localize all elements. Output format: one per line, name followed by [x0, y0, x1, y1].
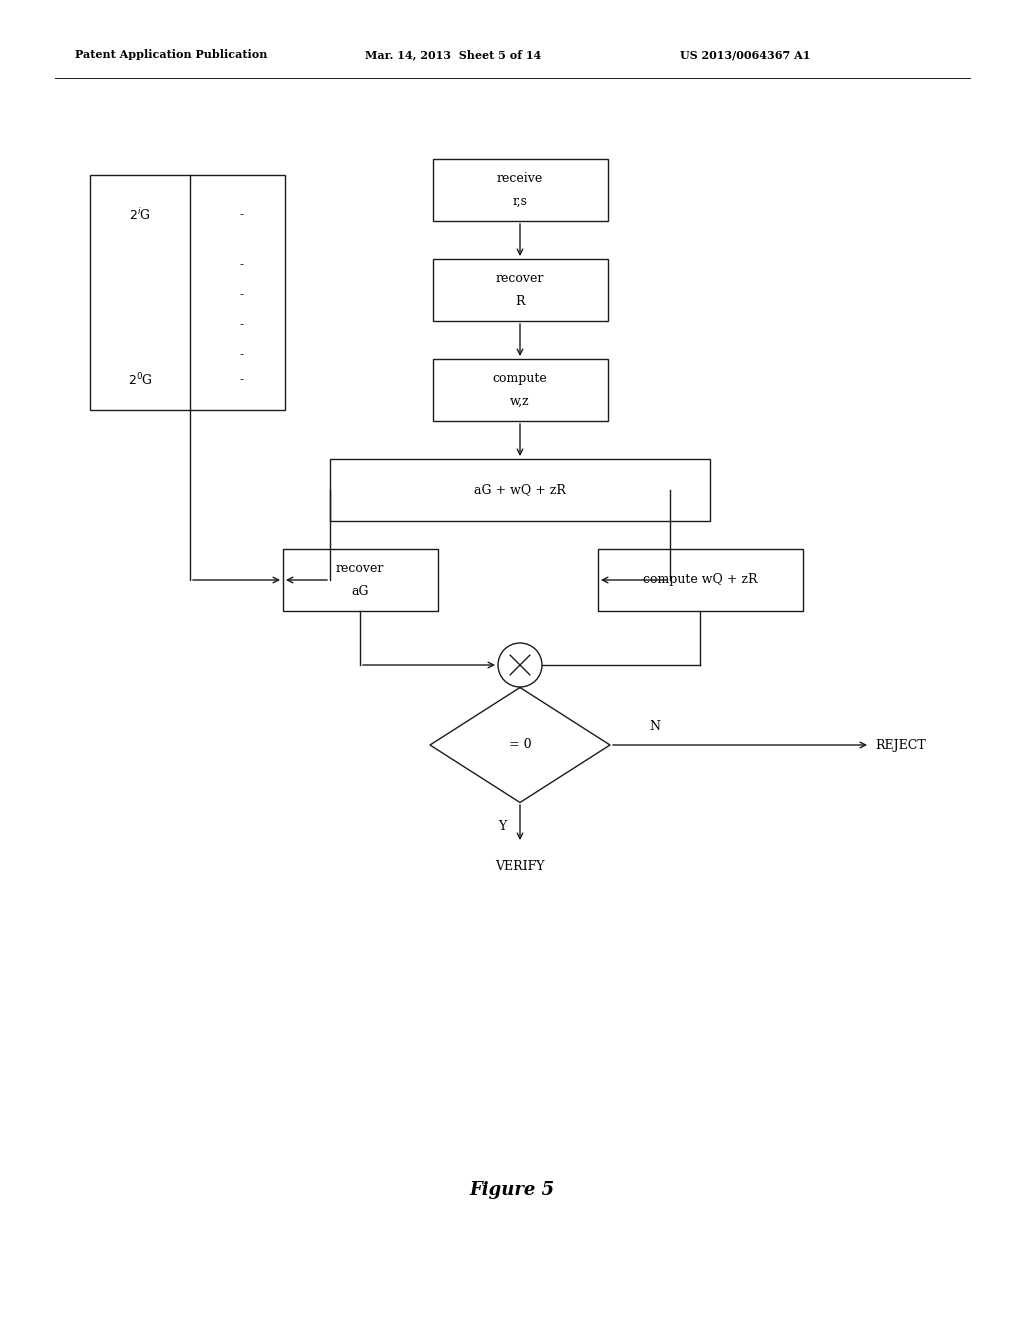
Bar: [432, 259, 607, 321]
Text: Y: Y: [498, 821, 506, 833]
Bar: [432, 158, 607, 220]
Bar: [90, 176, 285, 411]
Text: US 2013/0064367 A1: US 2013/0064367 A1: [680, 49, 810, 61]
Bar: [597, 549, 803, 611]
Text: -: -: [240, 318, 244, 331]
Text: receive: receive: [497, 173, 543, 185]
Text: N: N: [649, 721, 660, 734]
Bar: [330, 459, 710, 521]
Text: recover: recover: [336, 562, 384, 576]
Text: -: -: [240, 259, 244, 272]
Text: compute: compute: [493, 372, 548, 385]
Text: -: -: [240, 289, 244, 301]
Text: R: R: [515, 294, 524, 308]
Text: VERIFY: VERIFY: [496, 861, 545, 874]
Text: = 0: = 0: [509, 738, 531, 751]
Text: REJECT: REJECT: [874, 738, 926, 751]
Text: aG: aG: [351, 585, 369, 598]
Text: -: -: [240, 374, 244, 387]
Text: Patent Application Publication: Patent Application Publication: [75, 49, 267, 61]
Text: $2^i$G: $2^i$G: [129, 207, 151, 223]
Text: Figure 5: Figure 5: [469, 1181, 555, 1199]
Text: Mar. 14, 2013  Sheet 5 of 14: Mar. 14, 2013 Sheet 5 of 14: [365, 49, 542, 61]
Text: w,z: w,z: [510, 395, 529, 408]
Bar: [283, 549, 437, 611]
Text: -: -: [240, 209, 244, 222]
Text: $2^0$G: $2^0$G: [128, 372, 153, 388]
Text: aG + wQ + zR: aG + wQ + zR: [474, 483, 566, 496]
Text: -: -: [240, 348, 244, 362]
Bar: [432, 359, 607, 421]
Text: recover: recover: [496, 272, 544, 285]
Text: compute wQ + zR: compute wQ + zR: [643, 573, 758, 586]
Text: r,s: r,s: [513, 194, 527, 207]
